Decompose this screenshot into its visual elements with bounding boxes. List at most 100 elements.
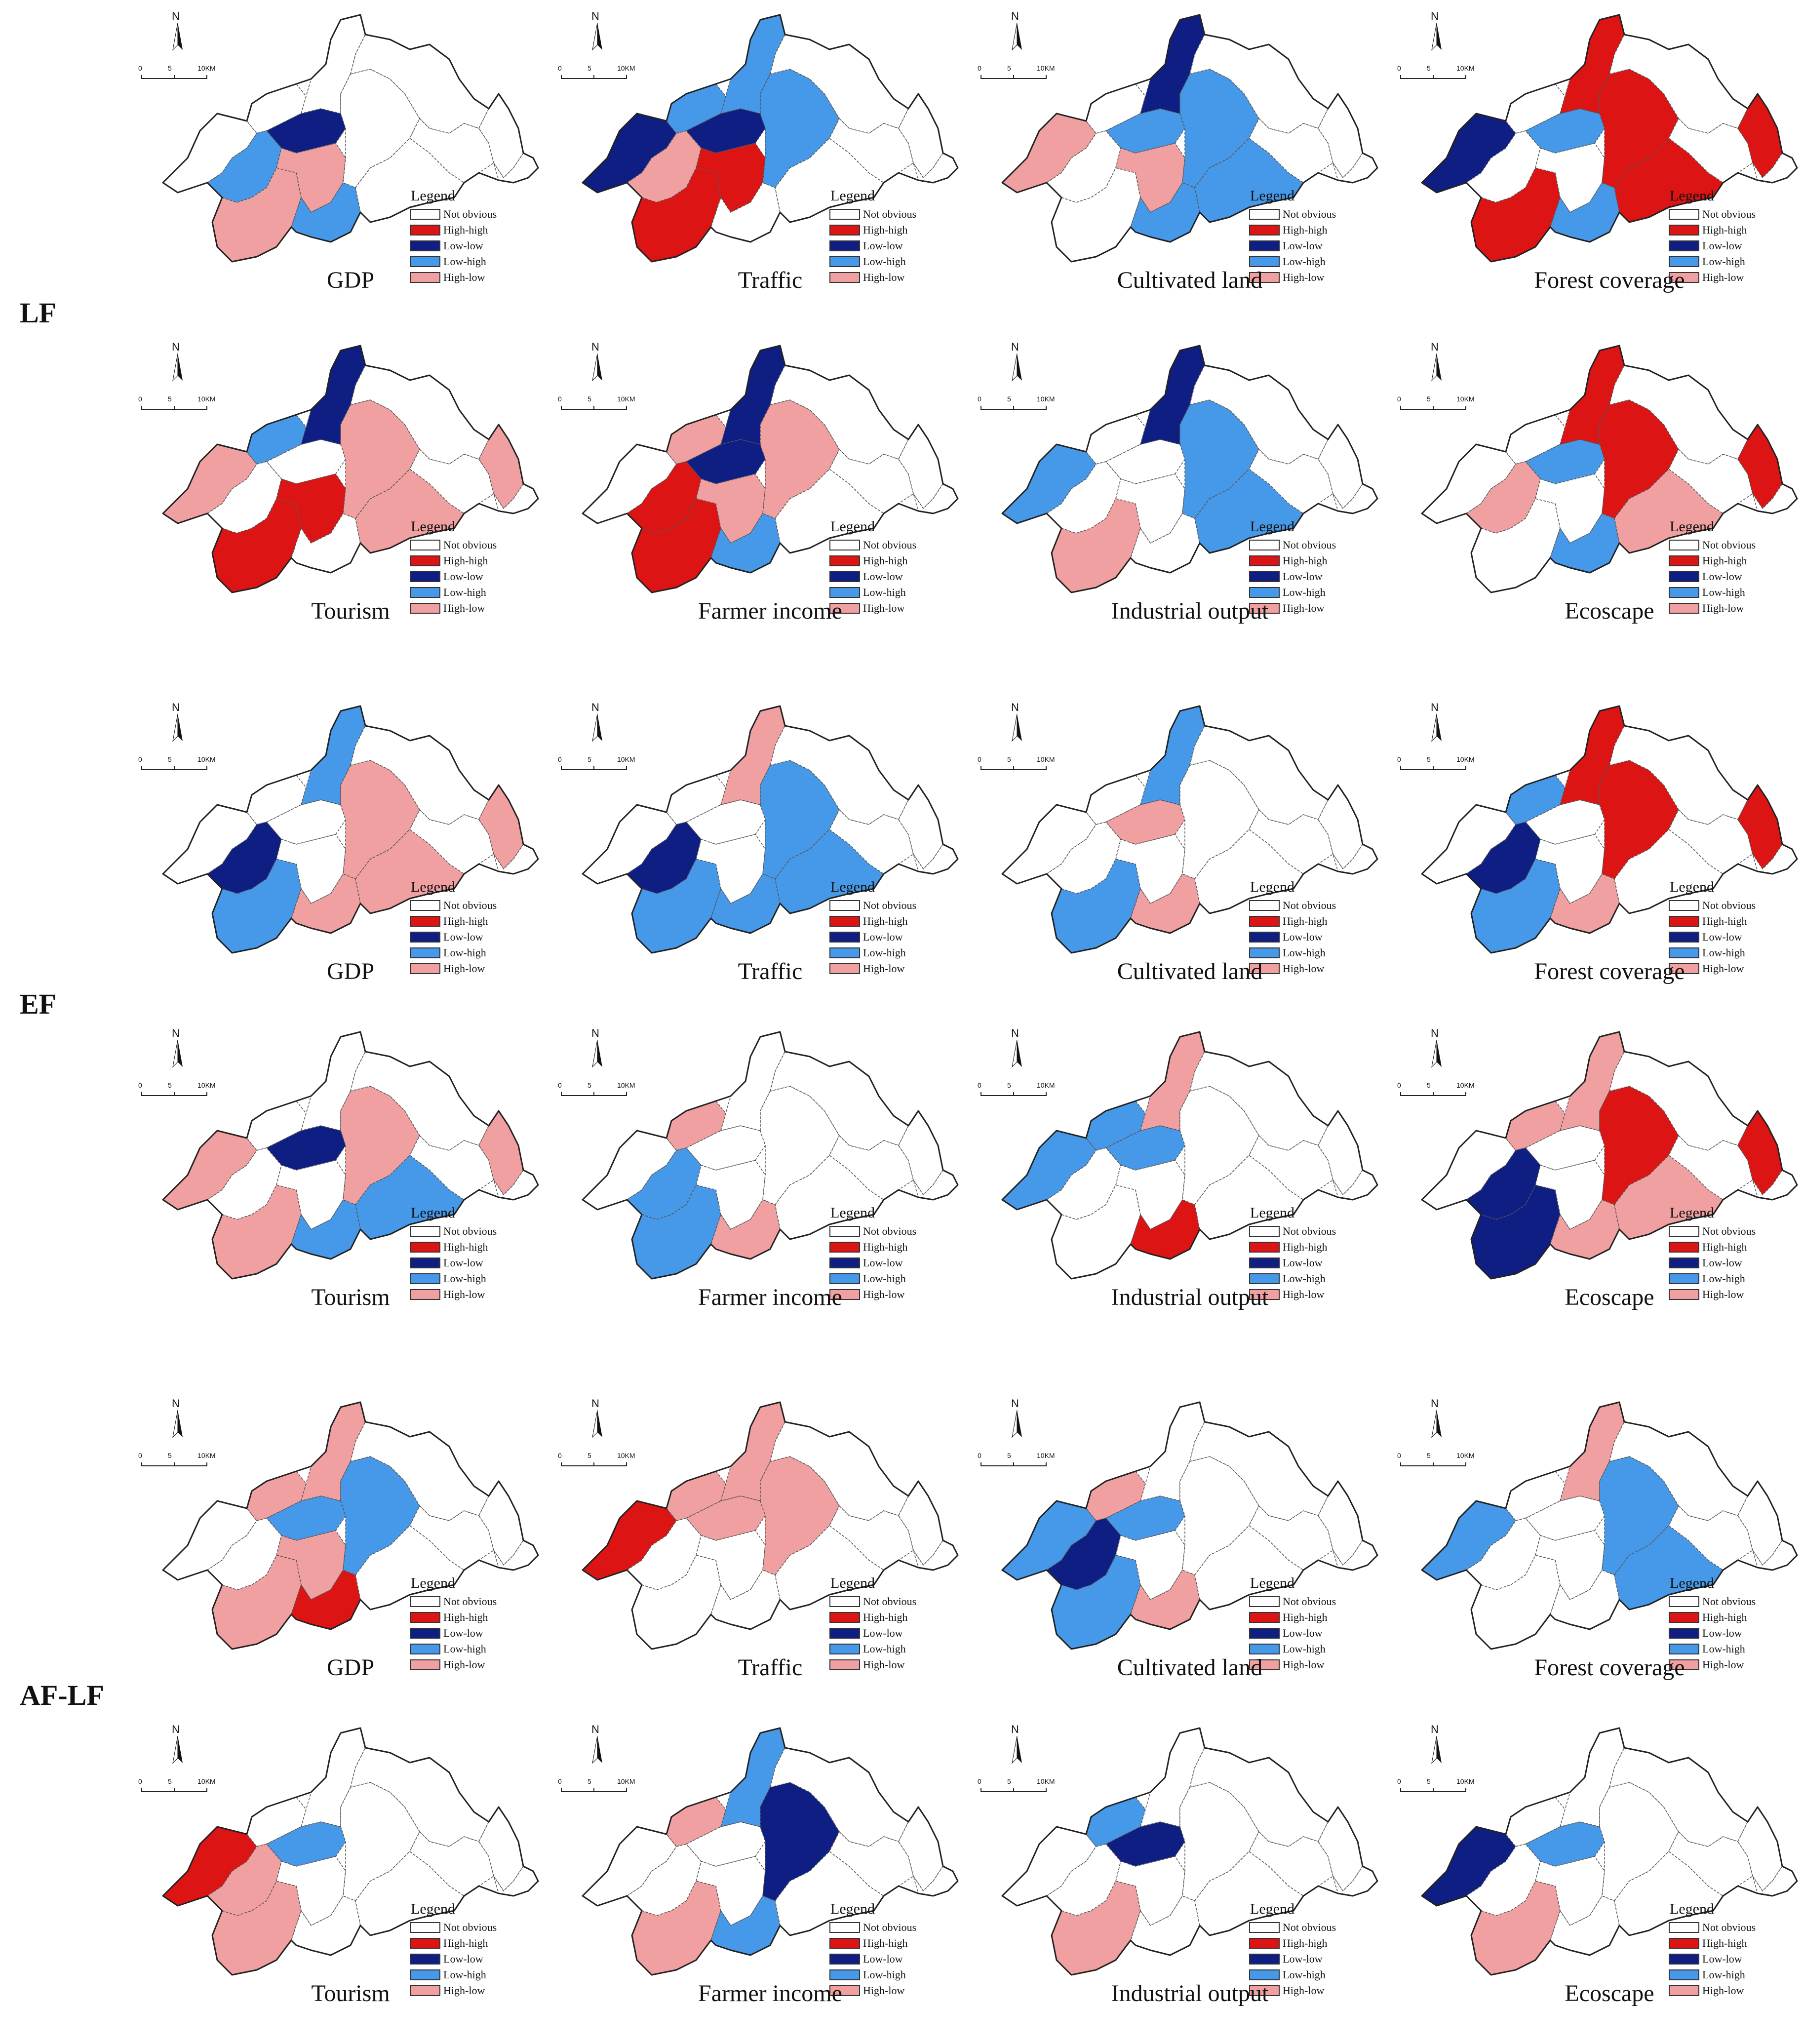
- scale-label: 5: [1427, 395, 1431, 403]
- legend-label: Not obvious: [443, 539, 497, 551]
- scale-tick: [206, 1462, 207, 1466]
- legend-item: Not obvious: [410, 537, 518, 553]
- scale-label: 0: [558, 1452, 562, 1459]
- choropleth-map: [1421, 1031, 1798, 1280]
- legend-item: Not obvious: [1249, 206, 1358, 222]
- legend-swatch: [829, 1289, 860, 1300]
- scale-tick: [1400, 406, 1401, 410]
- legend-label: Not obvious: [1283, 539, 1336, 551]
- map-panel: N 0 5 10KM Legend Not obvious High-high Low-low…: [553, 1027, 973, 1348]
- north-label: N: [1011, 701, 1019, 713]
- north-arrow-icon: [1012, 1736, 1022, 1764]
- legend-label: Low-high: [1283, 1272, 1326, 1285]
- scale-line: [980, 78, 1047, 79]
- north-label: N: [591, 1027, 599, 1039]
- scale-label: 5: [588, 64, 591, 72]
- choropleth-map: [1001, 14, 1378, 263]
- map-region: [775, 138, 885, 223]
- legend-item: High-low: [1249, 961, 1358, 977]
- legend-item: Low-low: [410, 929, 518, 945]
- legend-label: High-low: [1283, 1984, 1325, 1997]
- legend-swatch: [1669, 571, 1699, 582]
- map-region: [1668, 448, 1753, 514]
- north-label: N: [1011, 1723, 1019, 1735]
- legend-item: High-high: [1249, 1935, 1358, 1951]
- map-title: Traffic: [738, 1654, 803, 1681]
- map-region: [355, 1525, 465, 1610]
- map-title: Farmer income: [698, 1284, 842, 1310]
- map-region: [355, 1851, 465, 1936]
- legend-label: Not obvious: [863, 1225, 917, 1237]
- scale-label: 10KM: [197, 395, 216, 403]
- legend-item: Low-low: [1669, 569, 1777, 585]
- map-outline: [1421, 1727, 1798, 1976]
- legend-label: Low-high: [1702, 586, 1745, 598]
- scale-bar: 0 5 10KM: [1397, 395, 1481, 417]
- choropleth-map: [162, 14, 539, 263]
- scale-label: 5: [168, 1777, 172, 1785]
- legend-label: High-low: [1702, 602, 1744, 614]
- legend-item: Low-low: [1669, 929, 1777, 945]
- choropleth-map: [162, 1401, 539, 1650]
- legend-swatch: [1249, 1273, 1280, 1284]
- scale-label: 0: [138, 1452, 142, 1459]
- map-outline: [582, 345, 959, 593]
- legend-label: Low-high: [1702, 946, 1745, 959]
- legend-title: Legend: [1670, 188, 1714, 204]
- legend-title: Legend: [1250, 1575, 1294, 1591]
- legend-label: Low-high: [1702, 1643, 1745, 1655]
- map-panel: N 0 5 10KM Legend Not obvious High-high Low-low…: [553, 341, 973, 662]
- scale-tick: [593, 1462, 594, 1466]
- scale-label: 0: [558, 755, 562, 763]
- scale-bar: 0 5 10KM: [978, 64, 1061, 86]
- map-outline: [582, 1727, 959, 1976]
- legend-swatch: [829, 1612, 860, 1623]
- legend-label: High-high: [443, 224, 488, 236]
- scale-tick: [561, 766, 562, 770]
- map-title: Forest coverage: [1534, 958, 1685, 984]
- map-region: [829, 1831, 914, 1896]
- legend-swatch: [1669, 1612, 1699, 1623]
- scale-line: [1400, 1465, 1466, 1466]
- legend-item: Low-high: [410, 1967, 518, 1983]
- legend-swatch: [410, 1596, 440, 1607]
- legend-label: Low-high: [443, 1968, 486, 1981]
- legend-label: Not obvious: [1283, 1595, 1336, 1608]
- legend-swatch: [410, 1289, 440, 1300]
- legend-label: High-high: [863, 554, 908, 567]
- legend-label: Low-high: [1702, 1968, 1745, 1981]
- north-arrow-icon: [1431, 354, 1442, 382]
- legend-item: Low-high: [829, 1641, 938, 1657]
- legend: Legend Not obvious High-high Low-low Low-hig…: [829, 1575, 938, 1673]
- legend-swatch: [1249, 1985, 1280, 1996]
- legend-label: High-low: [1702, 1658, 1744, 1671]
- legend-label: Low-high: [1283, 1643, 1326, 1655]
- scale-bar: 0 5 10KM: [138, 755, 222, 778]
- map-region: [775, 469, 885, 553]
- north-arrow: N: [1002, 1027, 1032, 1081]
- north-label: N: [172, 1027, 180, 1039]
- legend-label: High-low: [443, 602, 485, 614]
- legend-swatch: [1249, 1969, 1280, 1980]
- legend-item: Low-low: [1669, 238, 1777, 254]
- map-title: Forest coverage: [1534, 1654, 1685, 1681]
- map-outline: [1001, 345, 1378, 593]
- choropleth-map: [1001, 1401, 1378, 1650]
- legend-swatch: [410, 272, 440, 283]
- legend-title: Legend: [830, 879, 875, 895]
- north-label: N: [591, 10, 599, 22]
- scale-bar: 0 5 10KM: [978, 1452, 1061, 1474]
- legend-item: Low-low: [1249, 1625, 1358, 1641]
- scale-tick: [206, 1788, 207, 1792]
- scale-tick: [141, 766, 142, 770]
- legend: Legend Not obvious High-high Low-low Low-hig…: [1249, 518, 1358, 616]
- legend-item: Not obvious: [829, 206, 938, 222]
- legend: Legend Not obvious High-high Low-low Low-hig…: [1669, 188, 1777, 285]
- north-arrow-icon: [172, 714, 183, 742]
- scale-tick: [626, 1462, 627, 1466]
- legend-label: Low-low: [1702, 1627, 1742, 1639]
- scale-label: 10KM: [617, 755, 635, 763]
- legend-item: High-high: [829, 1610, 938, 1625]
- legend-label: Not obvious: [1702, 1921, 1756, 1933]
- legend-swatch: [410, 225, 440, 236]
